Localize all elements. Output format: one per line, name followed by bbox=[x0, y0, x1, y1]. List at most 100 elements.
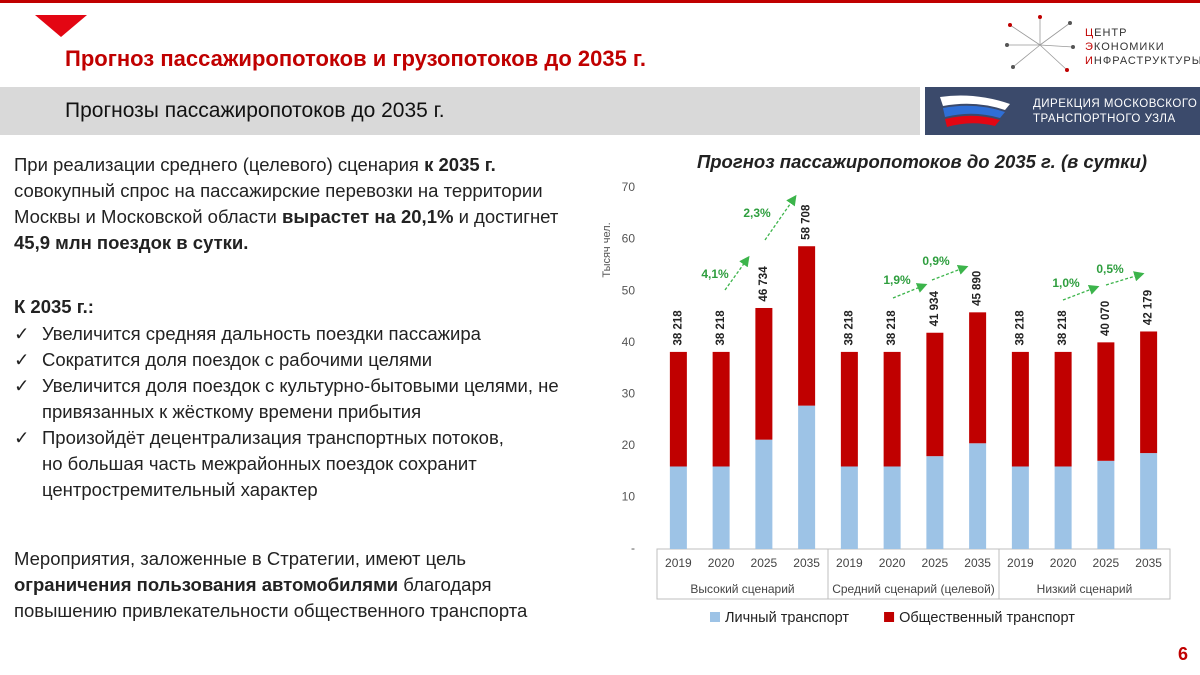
subtitle: Прогнозы пассажиропотоков до 2035 г. bbox=[65, 99, 445, 122]
intro-text: При реализации среднего (целевого) сцена… bbox=[14, 152, 574, 256]
growth-arrow bbox=[724, 255, 750, 291]
growth-label: 0,5% bbox=[1096, 262, 1124, 276]
x-tick-label: 2035 bbox=[964, 556, 991, 570]
x-tick-label: 2035 bbox=[793, 556, 820, 570]
total-label: 58 708 bbox=[801, 204, 813, 240]
growth-arrow bbox=[931, 264, 969, 281]
total-label: 38 218 bbox=[1057, 310, 1069, 346]
bar-segment bbox=[712, 466, 730, 549]
x-tick-label: 2020 bbox=[879, 556, 906, 570]
y-tick-label: 70 bbox=[622, 180, 636, 194]
growth-label: 4,1% bbox=[701, 267, 729, 281]
x-tick-label: 2020 bbox=[1050, 556, 1077, 570]
list-item: ✓ Сократится доля поездок с рабочими целя… bbox=[14, 347, 574, 373]
bar-segment bbox=[755, 307, 773, 440]
growth-label: 2,3% bbox=[743, 206, 771, 220]
growth-arrow bbox=[892, 283, 928, 299]
bar-segment bbox=[798, 405, 816, 549]
partner-flag bbox=[940, 95, 1010, 127]
x-tick-label: 2019 bbox=[836, 556, 863, 570]
bar-segment bbox=[1011, 466, 1029, 549]
bar-segment bbox=[712, 351, 730, 467]
y-tick-label: 30 bbox=[622, 386, 636, 400]
text-run: Мероприятия, заложенные в Стратегии, име… bbox=[14, 548, 467, 569]
logo-line: ЦЕНТР bbox=[1085, 27, 1128, 39]
logo-text: ЦЕНТР ЭКОНОМИКИ ИНФРАСТРУКТУРЫ bbox=[1085, 26, 1200, 68]
bar-segment bbox=[1140, 453, 1158, 549]
list-text: Увеличится средняя дальность поездки пас… bbox=[42, 323, 481, 344]
total-label: 38 218 bbox=[886, 310, 898, 346]
bar-segment bbox=[755, 439, 773, 549]
legend-label: Личный транспорт bbox=[725, 610, 849, 626]
bar-segment bbox=[669, 351, 687, 467]
subtitle-band bbox=[0, 87, 920, 135]
y-tick-label: - bbox=[631, 541, 635, 555]
partner-line: ТРАНСПОРТНОГО УЗЛА bbox=[1033, 113, 1176, 125]
logo-line: ИНФРАСТРУКТУРЫ bbox=[1085, 55, 1200, 67]
bar-segment bbox=[1097, 460, 1115, 549]
x-tick-label: 2025 bbox=[1093, 556, 1120, 570]
legend-label: Общественный транспорт bbox=[899, 610, 1075, 626]
x-tick-label: 2035 bbox=[1135, 556, 1162, 570]
total-label: 38 218 bbox=[843, 310, 855, 346]
total-label: 45 890 bbox=[972, 271, 984, 306]
list-title: К 2035 г.: bbox=[14, 296, 94, 317]
bar-segment bbox=[883, 466, 901, 549]
bar-segment bbox=[1054, 466, 1072, 549]
y-tick-label: 10 bbox=[622, 490, 636, 504]
bar-segment bbox=[969, 312, 987, 444]
corner-triangle bbox=[35, 15, 87, 37]
partner-text: ДИРЕКЦИЯ МОСКОВСКОГО ТРАНСПОРТНОГО УЗЛА bbox=[1033, 97, 1197, 127]
list-item: ✓ Произойдёт децентрализация транспортных… bbox=[14, 425, 504, 503]
growth-label: 1,9% bbox=[883, 273, 911, 287]
list-text: Сократится доля поездок с рабочими целям… bbox=[42, 349, 433, 370]
top-line bbox=[0, 0, 1200, 3]
logo-icon bbox=[1005, 15, 1075, 72]
y-tick-label: 20 bbox=[622, 438, 636, 452]
chart-title: Прогноз пассажиропотоков до 2035 г. (в с… bbox=[697, 151, 1147, 172]
growth-label: 0,9% bbox=[922, 254, 950, 268]
y-axis-label: Тысяч чел. bbox=[601, 222, 613, 277]
logo-line: ЭКОНОМИКИ bbox=[1085, 41, 1165, 53]
slide-title: Прогноз пассажиропотоков и грузопотоков … bbox=[65, 46, 646, 71]
total-label: 40 070 bbox=[1100, 301, 1112, 336]
text-run: и достигнет bbox=[453, 206, 559, 227]
list-text: Произойдёт децентрализация транспортных … bbox=[42, 427, 504, 500]
text-run: 45,9 млн поездок в сутки. bbox=[14, 232, 249, 253]
growth-arrow bbox=[764, 194, 797, 241]
x-tick-label: 2019 bbox=[1007, 556, 1034, 570]
text-run: к 2035 г. bbox=[424, 154, 496, 175]
bar-segment bbox=[669, 466, 687, 549]
legend-swatch bbox=[710, 612, 720, 622]
outro-text: Мероприятия, заложенные в Стратегии, име… bbox=[14, 546, 534, 624]
text-run: ограничения пользования автомобилями bbox=[14, 574, 399, 595]
list-item: ✓ Увеличится средняя дальность поездки па… bbox=[14, 321, 574, 347]
total-label: 46 734 bbox=[758, 266, 770, 302]
bar-segment bbox=[926, 456, 944, 549]
chart: Прогноз пассажиропотоков до 2035 г. (в с… bbox=[601, 151, 1171, 626]
x-tick-label: 2020 bbox=[708, 556, 735, 570]
bar-segment bbox=[798, 246, 816, 406]
total-label: 38 218 bbox=[672, 310, 684, 346]
bar-segment bbox=[1097, 342, 1115, 461]
list-item: ✓ Увеличится доля поездок с культурно-быт… bbox=[14, 373, 574, 425]
total-label: 38 218 bbox=[1014, 310, 1026, 346]
bar-segment bbox=[926, 332, 944, 457]
growth-arrow bbox=[1062, 284, 1100, 301]
category-frame bbox=[656, 548, 1171, 600]
text-run: вырастет на 20,1% bbox=[282, 206, 454, 227]
group-label: Низкий сценарий bbox=[1037, 582, 1133, 596]
legend-swatch bbox=[884, 612, 895, 622]
x-tick-label: 2019 bbox=[665, 556, 692, 570]
bar-segment bbox=[1140, 331, 1158, 454]
partner-line: ДИРЕКЦИЯ МОСКОВСКОГО bbox=[1033, 98, 1198, 110]
bar-segment bbox=[840, 351, 858, 467]
text-run: благодаря повышению привлекательности об… bbox=[14, 574, 528, 621]
bar-segment bbox=[883, 351, 901, 467]
y-tick-label: 60 bbox=[622, 232, 636, 246]
growth-arrow bbox=[1105, 271, 1145, 286]
total-label: 42 179 bbox=[1143, 290, 1155, 325]
y-tick-label: 40 bbox=[622, 335, 636, 349]
list-text: Увеличится доля поездок с культурно-быто… bbox=[42, 375, 559, 422]
